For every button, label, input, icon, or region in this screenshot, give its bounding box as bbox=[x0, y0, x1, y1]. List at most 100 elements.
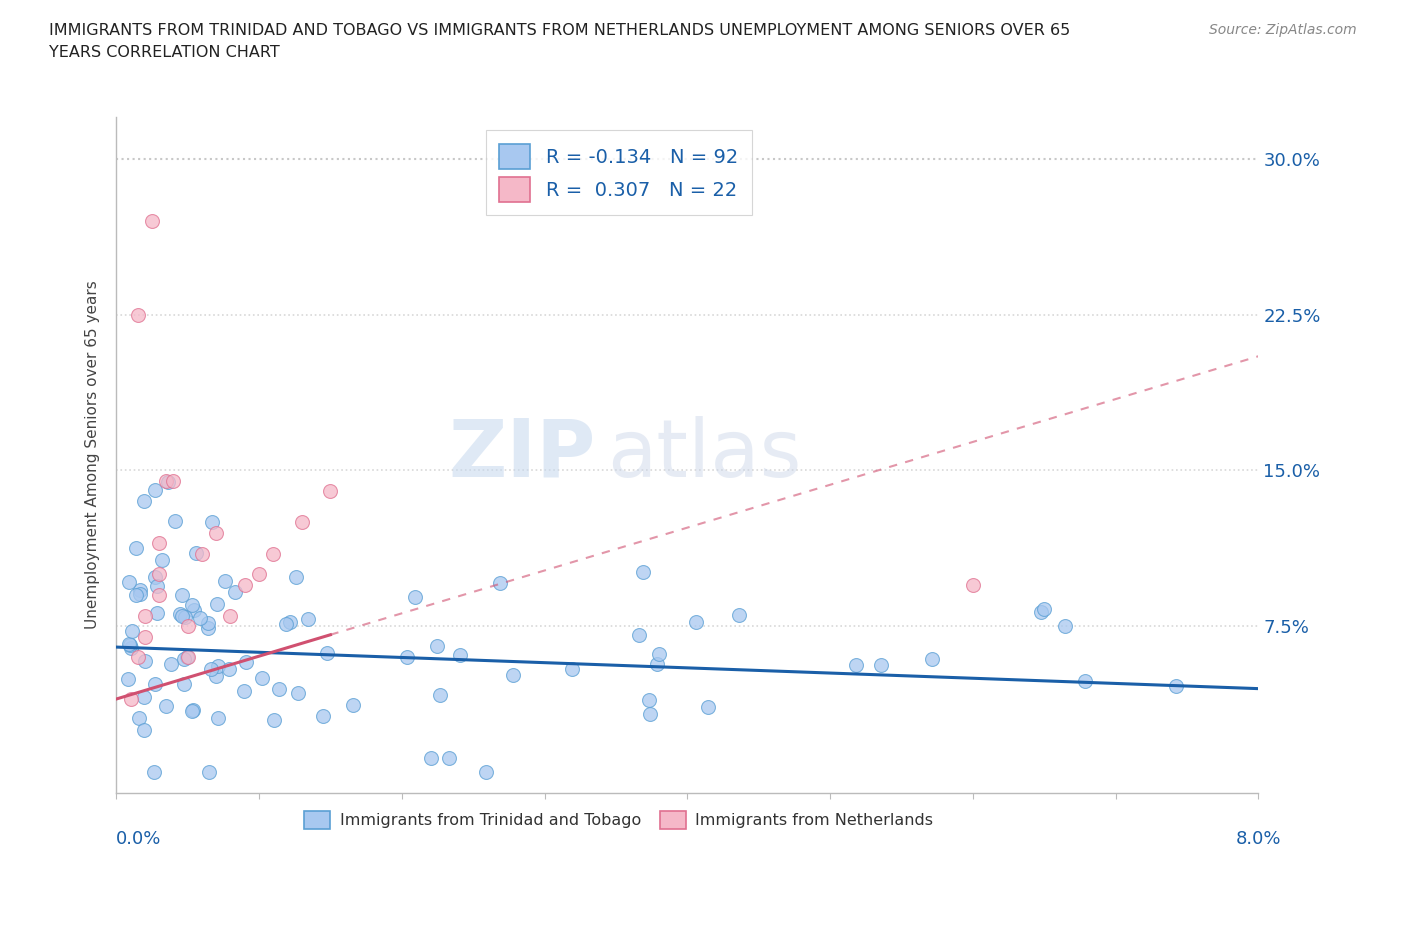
Point bbox=[176, 650, 198, 665]
Point bbox=[247, 567, 270, 582]
Point bbox=[233, 578, 256, 592]
Point bbox=[1033, 601, 1056, 616]
Point bbox=[297, 611, 319, 626]
Point bbox=[1164, 679, 1187, 694]
Point bbox=[1073, 673, 1095, 688]
Point bbox=[200, 661, 222, 676]
Point bbox=[648, 647, 671, 662]
Point bbox=[176, 618, 198, 633]
Point bbox=[921, 652, 943, 667]
Point bbox=[169, 606, 191, 621]
Point bbox=[426, 639, 449, 654]
Point bbox=[165, 513, 187, 528]
Point bbox=[162, 473, 184, 488]
Point bbox=[488, 575, 510, 590]
Point bbox=[191, 546, 214, 561]
Point bbox=[118, 575, 141, 590]
Point bbox=[132, 689, 155, 704]
Point bbox=[129, 586, 152, 601]
Point bbox=[120, 692, 142, 707]
Point bbox=[118, 637, 141, 652]
Point bbox=[172, 588, 194, 603]
Point bbox=[319, 484, 342, 498]
Point bbox=[561, 661, 583, 676]
Point bbox=[197, 764, 219, 779]
Point bbox=[627, 628, 650, 643]
Point bbox=[143, 677, 166, 692]
Point bbox=[224, 584, 246, 599]
Point bbox=[188, 610, 211, 625]
Point bbox=[1029, 604, 1052, 619]
Point bbox=[235, 655, 257, 670]
Point bbox=[285, 570, 308, 585]
Point bbox=[127, 307, 149, 322]
Point bbox=[125, 588, 148, 603]
Point bbox=[143, 569, 166, 584]
Point bbox=[870, 658, 893, 672]
Point bbox=[173, 676, 195, 691]
Point bbox=[962, 578, 984, 592]
Text: Source: ZipAtlas.com: Source: ZipAtlas.com bbox=[1209, 23, 1357, 37]
Point bbox=[728, 607, 751, 622]
Point bbox=[685, 614, 707, 629]
Point bbox=[118, 637, 141, 652]
Point bbox=[142, 764, 165, 779]
Point bbox=[287, 685, 309, 700]
Point bbox=[197, 620, 219, 635]
Point bbox=[311, 709, 333, 724]
Point bbox=[205, 668, 228, 683]
Point bbox=[475, 764, 498, 779]
Text: IMMIGRANTS FROM TRINIDAD AND TOBAGO VS IMMIGRANTS FROM NETHERLANDS UNEMPLOYMENT : IMMIGRANTS FROM TRINIDAD AND TOBAGO VS I… bbox=[49, 23, 1070, 60]
Point bbox=[205, 525, 228, 540]
Point bbox=[155, 698, 177, 713]
Point bbox=[181, 704, 204, 719]
Text: 8.0%: 8.0% bbox=[1236, 830, 1281, 847]
Point bbox=[181, 703, 204, 718]
Text: atlas: atlas bbox=[607, 416, 801, 494]
Point bbox=[134, 608, 156, 623]
Point bbox=[638, 707, 661, 722]
Point bbox=[134, 723, 156, 737]
Point bbox=[207, 658, 229, 673]
Text: ZIP: ZIP bbox=[449, 416, 596, 494]
Point bbox=[263, 713, 285, 728]
Point bbox=[146, 605, 169, 620]
Point bbox=[395, 650, 418, 665]
Point bbox=[132, 494, 155, 509]
Point bbox=[631, 565, 654, 580]
Point bbox=[145, 578, 167, 593]
Point bbox=[404, 589, 426, 604]
Point bbox=[183, 603, 205, 618]
Point bbox=[207, 711, 229, 726]
Point bbox=[449, 647, 471, 662]
Point bbox=[274, 617, 297, 631]
Point bbox=[117, 671, 139, 686]
Point bbox=[148, 588, 170, 603]
Point bbox=[645, 657, 668, 671]
Point bbox=[1054, 618, 1077, 633]
Point bbox=[160, 657, 183, 671]
Point bbox=[127, 650, 149, 665]
Y-axis label: Unemployment Among Seniors over 65 years: Unemployment Among Seniors over 65 years bbox=[86, 281, 100, 630]
Point bbox=[184, 545, 207, 560]
Point bbox=[128, 711, 150, 725]
Point bbox=[128, 582, 150, 597]
Point bbox=[291, 515, 314, 530]
Point bbox=[121, 623, 143, 638]
Point bbox=[845, 658, 868, 673]
Point bbox=[219, 608, 242, 623]
Point bbox=[134, 630, 156, 644]
Point bbox=[697, 699, 720, 714]
Point bbox=[420, 751, 443, 765]
Point bbox=[262, 546, 284, 561]
Point bbox=[134, 654, 156, 669]
Point bbox=[252, 671, 274, 685]
Point bbox=[150, 552, 173, 567]
Point bbox=[120, 641, 142, 656]
Point bbox=[180, 597, 202, 612]
Point bbox=[233, 684, 256, 698]
Point bbox=[638, 693, 661, 708]
Point bbox=[502, 668, 524, 683]
Point bbox=[201, 514, 224, 529]
Point bbox=[173, 651, 195, 666]
